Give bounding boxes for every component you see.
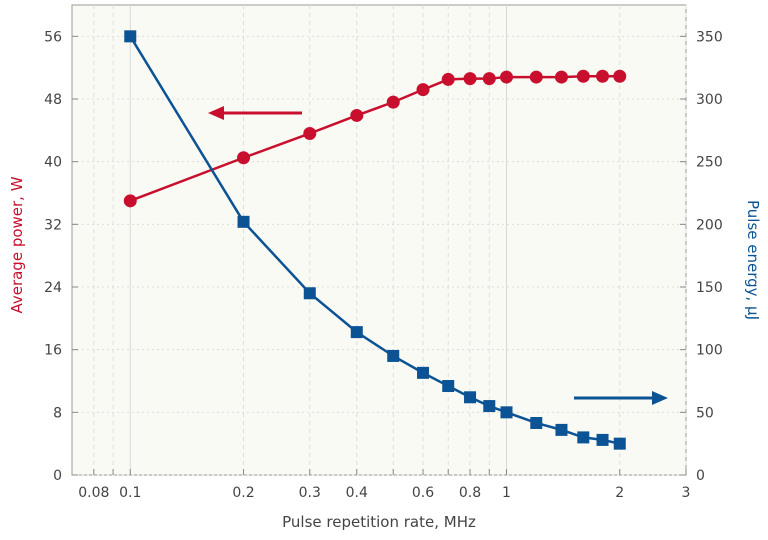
pulse-energy-point [464, 391, 477, 404]
y-left-tick-label: 16 [44, 343, 62, 359]
y-right-tick-label: 50 [696, 405, 714, 421]
x-tick-label: 0.3 [299, 485, 321, 501]
pulse-energy-point [303, 287, 316, 300]
y-left-tick-label: 24 [44, 280, 62, 296]
average-power-point [576, 69, 590, 83]
average-power-point [463, 72, 477, 86]
pulse-energy-point [417, 366, 430, 379]
y-right-tick-label: 0 [696, 468, 705, 484]
pulse-energy-point [500, 406, 513, 419]
pulse-energy-point [124, 30, 137, 43]
average-power-point [482, 72, 496, 86]
x-tick-label: 0.6 [412, 485, 434, 501]
pulse-energy-point [613, 437, 626, 450]
energy-arrow [574, 391, 668, 405]
average-power-point [529, 70, 543, 84]
x-tick-label: 0.2 [232, 485, 254, 501]
pulse-energy-point [577, 431, 590, 444]
x-tick-label: 3 [682, 485, 691, 501]
y-right-tick-label: 350 [696, 29, 723, 45]
x-tick-label: 0.4 [346, 485, 368, 501]
average-power-point [303, 126, 317, 140]
y-left-tick-label: 8 [53, 405, 62, 421]
x-tick-label: 0.8 [459, 485, 481, 501]
pulse-energy-point [555, 423, 568, 436]
y-left-tick-label: 0 [53, 468, 62, 484]
power-arrow [208, 106, 302, 120]
y-left-tick-label: 48 [44, 92, 62, 108]
y-left-tick-label: 56 [44, 29, 62, 45]
average-power-point [613, 69, 627, 83]
x-tick-label: 0.1 [119, 485, 141, 501]
pulse-energy-point [442, 380, 455, 393]
x-tick-label: 0.08 [78, 485, 109, 501]
pulse-energy-point [350, 326, 363, 339]
y-axis-left-label: Average power, W [8, 176, 26, 313]
average-power-point [441, 72, 455, 86]
pulse-energy-point [483, 400, 496, 413]
average-power-point [350, 108, 364, 122]
y-right-tick-label: 200 [696, 217, 723, 233]
average-power-point [123, 194, 137, 208]
grid [72, 5, 687, 476]
y-axis-right-label: Pulse energy, µJ [744, 200, 762, 320]
series-layer [123, 30, 627, 450]
average-power-point [386, 95, 400, 109]
y-right-tick-label: 300 [696, 92, 723, 108]
x-axis-label: Pulse repetition rate, MHz [282, 513, 476, 531]
y-right-tick-label: 100 [696, 343, 723, 359]
average-power-point [499, 70, 513, 84]
y-right-tick-label: 250 [696, 155, 723, 171]
y-left-tick-label: 40 [44, 155, 62, 171]
average-power-point [596, 69, 610, 83]
y-left-tick-label: 32 [44, 217, 62, 233]
average-power-point [416, 83, 430, 97]
average-power-point [554, 70, 568, 84]
average-power-point [237, 151, 251, 165]
x-tick-label: 1 [502, 485, 511, 501]
pulse-energy-point [387, 349, 400, 362]
pulse-energy-point [237, 215, 250, 228]
pulse-energy-point [530, 416, 543, 429]
y-right-tick-label: 150 [696, 280, 723, 296]
ticks: 0.08 0.1 0.2 0.3 0.4 0.6 0.8 1 2 3081624324048560… [44, 29, 723, 501]
x-tick-label: 2 [615, 485, 624, 501]
pulse-energy-point [596, 433, 609, 446]
